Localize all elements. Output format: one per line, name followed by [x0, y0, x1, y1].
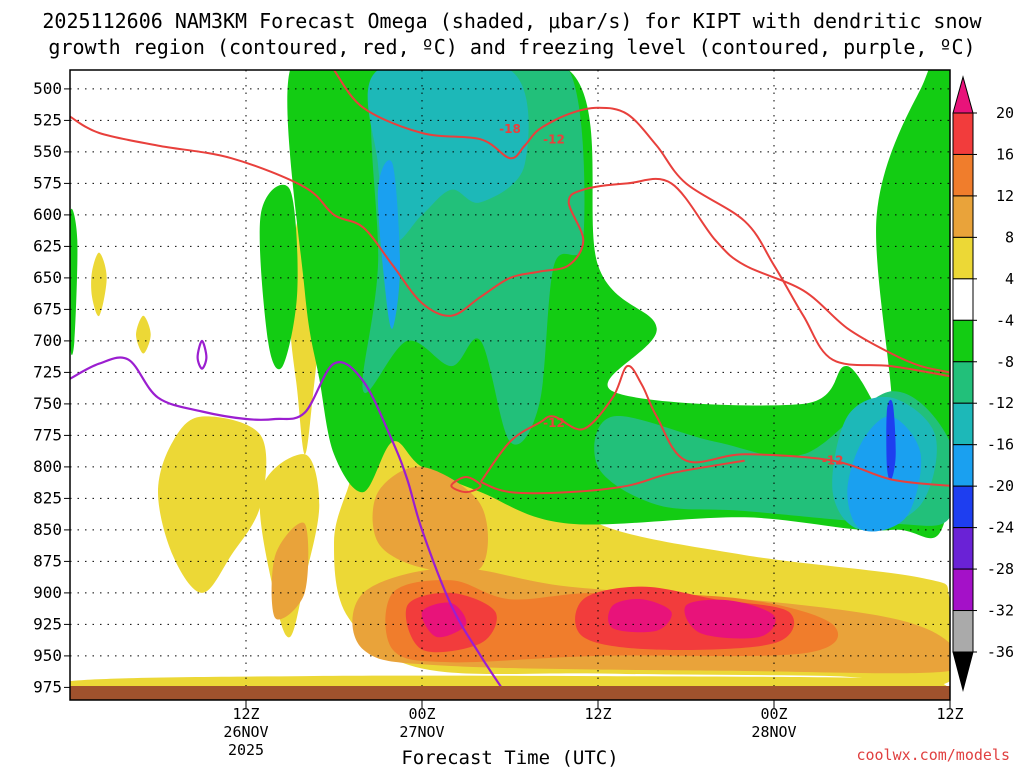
- colorbar-swatch-6: [952, 361, 974, 404]
- omega-region-11: [70, 208, 78, 356]
- y-axis-ticks: 500 525 550 575 600 625 650 675 700 725 750 775 800 8…: [33, 79, 70, 696]
- colorbar-swatch-2: [952, 195, 974, 238]
- colorbar-label-5: -4: [996, 311, 1014, 329]
- colorbar-swatch-1: [952, 153, 974, 197]
- colorbar-swatch-11: [952, 568, 974, 612]
- colorbar-label-4: 4: [1005, 270, 1014, 288]
- x-tick-label-2-1: 12Z: [584, 705, 611, 723]
- x-tick-label-3-2: 28NOV: [751, 723, 796, 741]
- credit-text: coolwx.com/models: [856, 746, 1010, 764]
- y-tick-label-800: 800: [33, 457, 62, 476]
- y-tick-label-900: 900: [33, 583, 62, 602]
- colorbar-swatch-3: [952, 236, 974, 280]
- freezing-level-contour-0: [70, 356, 511, 700]
- colorbar-top-arrow: [952, 75, 974, 114]
- y-tick-label-500: 500: [33, 79, 62, 98]
- y-tick-label-725: 725: [33, 362, 62, 381]
- y-tick-label-650: 650: [33, 268, 62, 287]
- colorbar-label-2: 12: [996, 187, 1014, 205]
- y-tick-label-700: 700: [33, 331, 62, 350]
- omega-region-6: [91, 252, 107, 317]
- omega-region-13: [372, 466, 488, 574]
- dgz-contour-1: [333, 70, 950, 378]
- dgz-contour-label-4: -12: [822, 454, 844, 468]
- x-tick-label-3-1: 00Z: [760, 705, 787, 723]
- y-tick-label-875: 875: [33, 551, 62, 570]
- colorbar-label-6: -8: [996, 353, 1014, 371]
- colorbar-bottom-arrow: [952, 651, 974, 692]
- colorbar-label-0: 20: [996, 104, 1014, 122]
- omega-region-27: [886, 399, 896, 481]
- colorbar-label-3: 8: [1005, 228, 1014, 246]
- y-tick-label-600: 600: [33, 205, 62, 224]
- colorbar-swatch-5: [952, 319, 974, 363]
- freezing-level-contour-1: [196, 339, 208, 370]
- omega-region-7: [136, 315, 151, 354]
- x-tick-label-0-1: 12Z: [232, 705, 259, 723]
- omega-region-14: [271, 522, 309, 620]
- chart-title-line2: growth region (contoured, red, ºC) and f…: [48, 35, 975, 59]
- colorbar-swatch-0: [952, 112, 974, 155]
- x-axis-label: Forecast Time (UTC): [401, 747, 618, 768]
- y-tick-label-825: 825: [33, 488, 62, 507]
- y-tick-label-675: 675: [33, 299, 62, 318]
- colorbar-swatch-7: [952, 402, 974, 446]
- omega-region-26: [684, 599, 776, 639]
- omega-shading-layer: [70, 70, 950, 700]
- omega-region-18: [367, 70, 529, 242]
- colorbar-label-9: -20: [987, 477, 1014, 495]
- omega-region-23: [377, 160, 400, 329]
- x-tick-label-1-1: 00Z: [408, 705, 435, 723]
- colorbar-label-12: -32: [987, 602, 1014, 620]
- dgz-contour-0: [70, 115, 950, 374]
- colorbar-label-13: -36: [987, 643, 1014, 661]
- colorbar-label-8: -16: [987, 436, 1014, 454]
- x-tick-label-1-2: 27NOV: [399, 723, 444, 741]
- plot-frame: [69, 69, 951, 701]
- chart-title-line1: 2025112606 NAM3KM Forecast Omega (shaded…: [42, 9, 982, 33]
- y-tick-label-550: 550: [33, 142, 62, 161]
- dendritic-growth-contours: -12 -18 -12 -12: [70, 70, 950, 495]
- dgz-contour-4: [450, 475, 482, 494]
- y-tick-label-750: 750: [33, 394, 62, 413]
- colorbar-swatch-10: [952, 527, 974, 570]
- omega-region-10: [259, 184, 298, 370]
- omega-region-25: [608, 598, 672, 633]
- colorbar: 20 16 12 8 4 -4 -8 -12 -16 -20 -24 -28 -32 -36: [952, 75, 1014, 692]
- colorbar-label-10: -24: [987, 519, 1014, 537]
- y-tick-label-950: 950: [33, 646, 62, 665]
- omega-region-2: [158, 416, 267, 593]
- colorbar-label-1: 16: [996, 145, 1014, 163]
- y-tick-label-850: 850: [33, 520, 62, 539]
- y-tick-label-625: 625: [33, 236, 62, 255]
- dgz-contour-label-2: -12: [543, 416, 565, 430]
- colorbar-swatch-8: [952, 444, 974, 487]
- y-tick-label-775: 775: [33, 425, 62, 444]
- dgz-contour-2: [479, 364, 950, 487]
- pressure-gridlines: [70, 70, 950, 700]
- dgz-contour-3: [480, 459, 745, 495]
- y-tick-label-975: 975: [33, 677, 62, 696]
- plot-area: -12 -18 -12 -12: [70, 70, 950, 700]
- y-tick-label-575: 575: [33, 173, 62, 192]
- omega-region-22: [847, 416, 922, 532]
- dgz-contour-label-0: -12: [543, 132, 565, 146]
- terrain-ground-band: [70, 686, 950, 700]
- colorbar-swatch-12: [952, 610, 974, 653]
- x-tick-label-0-2: 26NOV: [223, 723, 268, 741]
- colorbar-swatch-9: [952, 485, 974, 529]
- colorbar-label-7: -12: [987, 394, 1014, 412]
- dgz-contour-label-1: -18: [499, 122, 521, 136]
- colorbar-label-11: -28: [987, 560, 1014, 578]
- colorbar-swatch-4: [952, 278, 974, 321]
- y-tick-label-925: 925: [33, 614, 62, 633]
- x-tick-label-0-3: 2025: [228, 741, 264, 759]
- y-tick-label-525: 525: [33, 110, 62, 129]
- x-tick-label-4-1: 12Z: [936, 705, 963, 723]
